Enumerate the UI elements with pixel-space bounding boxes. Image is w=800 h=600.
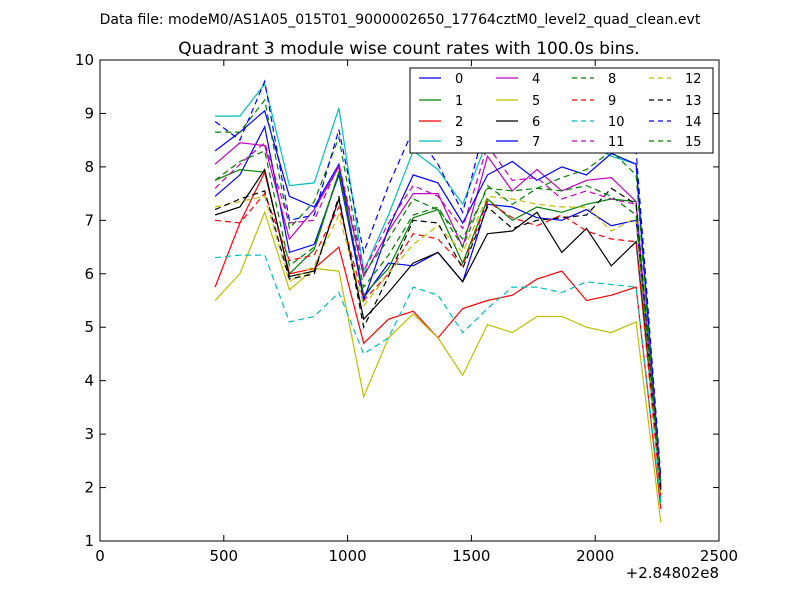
x-tick-label: 500 [209, 547, 238, 565]
legend-label: 15 [685, 135, 702, 150]
series-line-4 [214, 142, 662, 491]
x-tick-label: 2000 [576, 547, 614, 565]
legend-label: 12 [685, 72, 702, 87]
legend-item-7[interactable]: 7 [496, 135, 540, 150]
series-line-8 [215, 98, 662, 488]
y-tick-label: 3 [84, 425, 94, 443]
legend-item-2[interactable]: 2 [419, 115, 463, 130]
series-line-11 [214, 141, 662, 488]
series-line-2 [214, 170, 662, 509]
x-offset-label: +2.84802e8 [626, 564, 719, 582]
legend-item-1[interactable]: 1 [419, 94, 463, 109]
y-tick-label: 8 [84, 158, 94, 176]
y-tick-label: 1 [84, 532, 94, 550]
legend-item-8[interactable]: 8 [572, 72, 616, 87]
series-line-9 [215, 192, 662, 496]
legend-label: 1 [455, 94, 463, 109]
y-tick-label: 9 [84, 104, 94, 122]
legend-label: 3 [455, 135, 463, 150]
series-line-7 [214, 109, 662, 483]
series-line-14 [214, 79, 662, 477]
legend-item-11[interactable]: 11 [572, 135, 625, 150]
y-tick-label: 10 [75, 51, 94, 69]
legend-item-10[interactable]: 10 [572, 115, 625, 130]
legend-label: 0 [455, 72, 463, 87]
x-tick-label: 2500 [700, 547, 738, 565]
legend-label: 10 [608, 115, 625, 130]
x-tick-label: 0 [95, 547, 105, 565]
legend-item-0[interactable]: 0 [419, 72, 463, 87]
y-tick-label: 7 [84, 211, 94, 229]
series-line-10 [215, 254, 662, 504]
legend-label: 6 [532, 115, 540, 130]
legend-label: 4 [532, 72, 540, 87]
x-tick-label: 1000 [329, 547, 367, 565]
legend-item-15[interactable]: 15 [649, 135, 702, 150]
legend-label: 8 [608, 72, 616, 87]
series-line-13 [214, 187, 662, 491]
legend-label: 13 [685, 94, 702, 109]
legend-label: 2 [455, 115, 463, 130]
figure-suptitle: Data file: modeM0/AS1A05_015T01_90000026… [100, 12, 701, 28]
legend-label: 11 [608, 135, 625, 150]
legend-label: 7 [532, 135, 540, 150]
legend-item-9[interactable]: 9 [572, 94, 616, 109]
legend-label: 5 [532, 94, 540, 109]
legend-item-13[interactable]: 13 [649, 94, 702, 109]
series-line-1 [214, 168, 662, 501]
legend-label: 9 [608, 94, 616, 109]
x-tick-label: 1500 [452, 547, 490, 565]
series-line-6 [214, 168, 662, 485]
legend-item-12[interactable]: 12 [649, 72, 702, 87]
series-line-5 [214, 210, 662, 523]
y-tick-label: 4 [84, 372, 94, 390]
legend-item-6[interactable]: 6 [496, 115, 540, 130]
y-tick-label: 6 [84, 265, 94, 283]
legend-item-5[interactable]: 5 [496, 94, 540, 109]
legend-item-4[interactable]: 4 [496, 72, 540, 87]
legend-label: 14 [685, 115, 702, 130]
y-tick-label: 5 [84, 318, 94, 336]
chart-title: Quadrant 3 module wise count rates with … [178, 39, 639, 59]
plot-frame [99, 59, 720, 542]
series-lines [214, 79, 662, 523]
legend-item-14[interactable]: 14 [649, 115, 702, 130]
series-line-15 [214, 150, 662, 485]
x-axis: 0 500 1000 1500 2000 2500 [95, 60, 738, 565]
legend-item-3[interactable]: 3 [419, 135, 463, 150]
y-tick-label: 2 [84, 479, 94, 497]
legend-box [409, 67, 714, 154]
